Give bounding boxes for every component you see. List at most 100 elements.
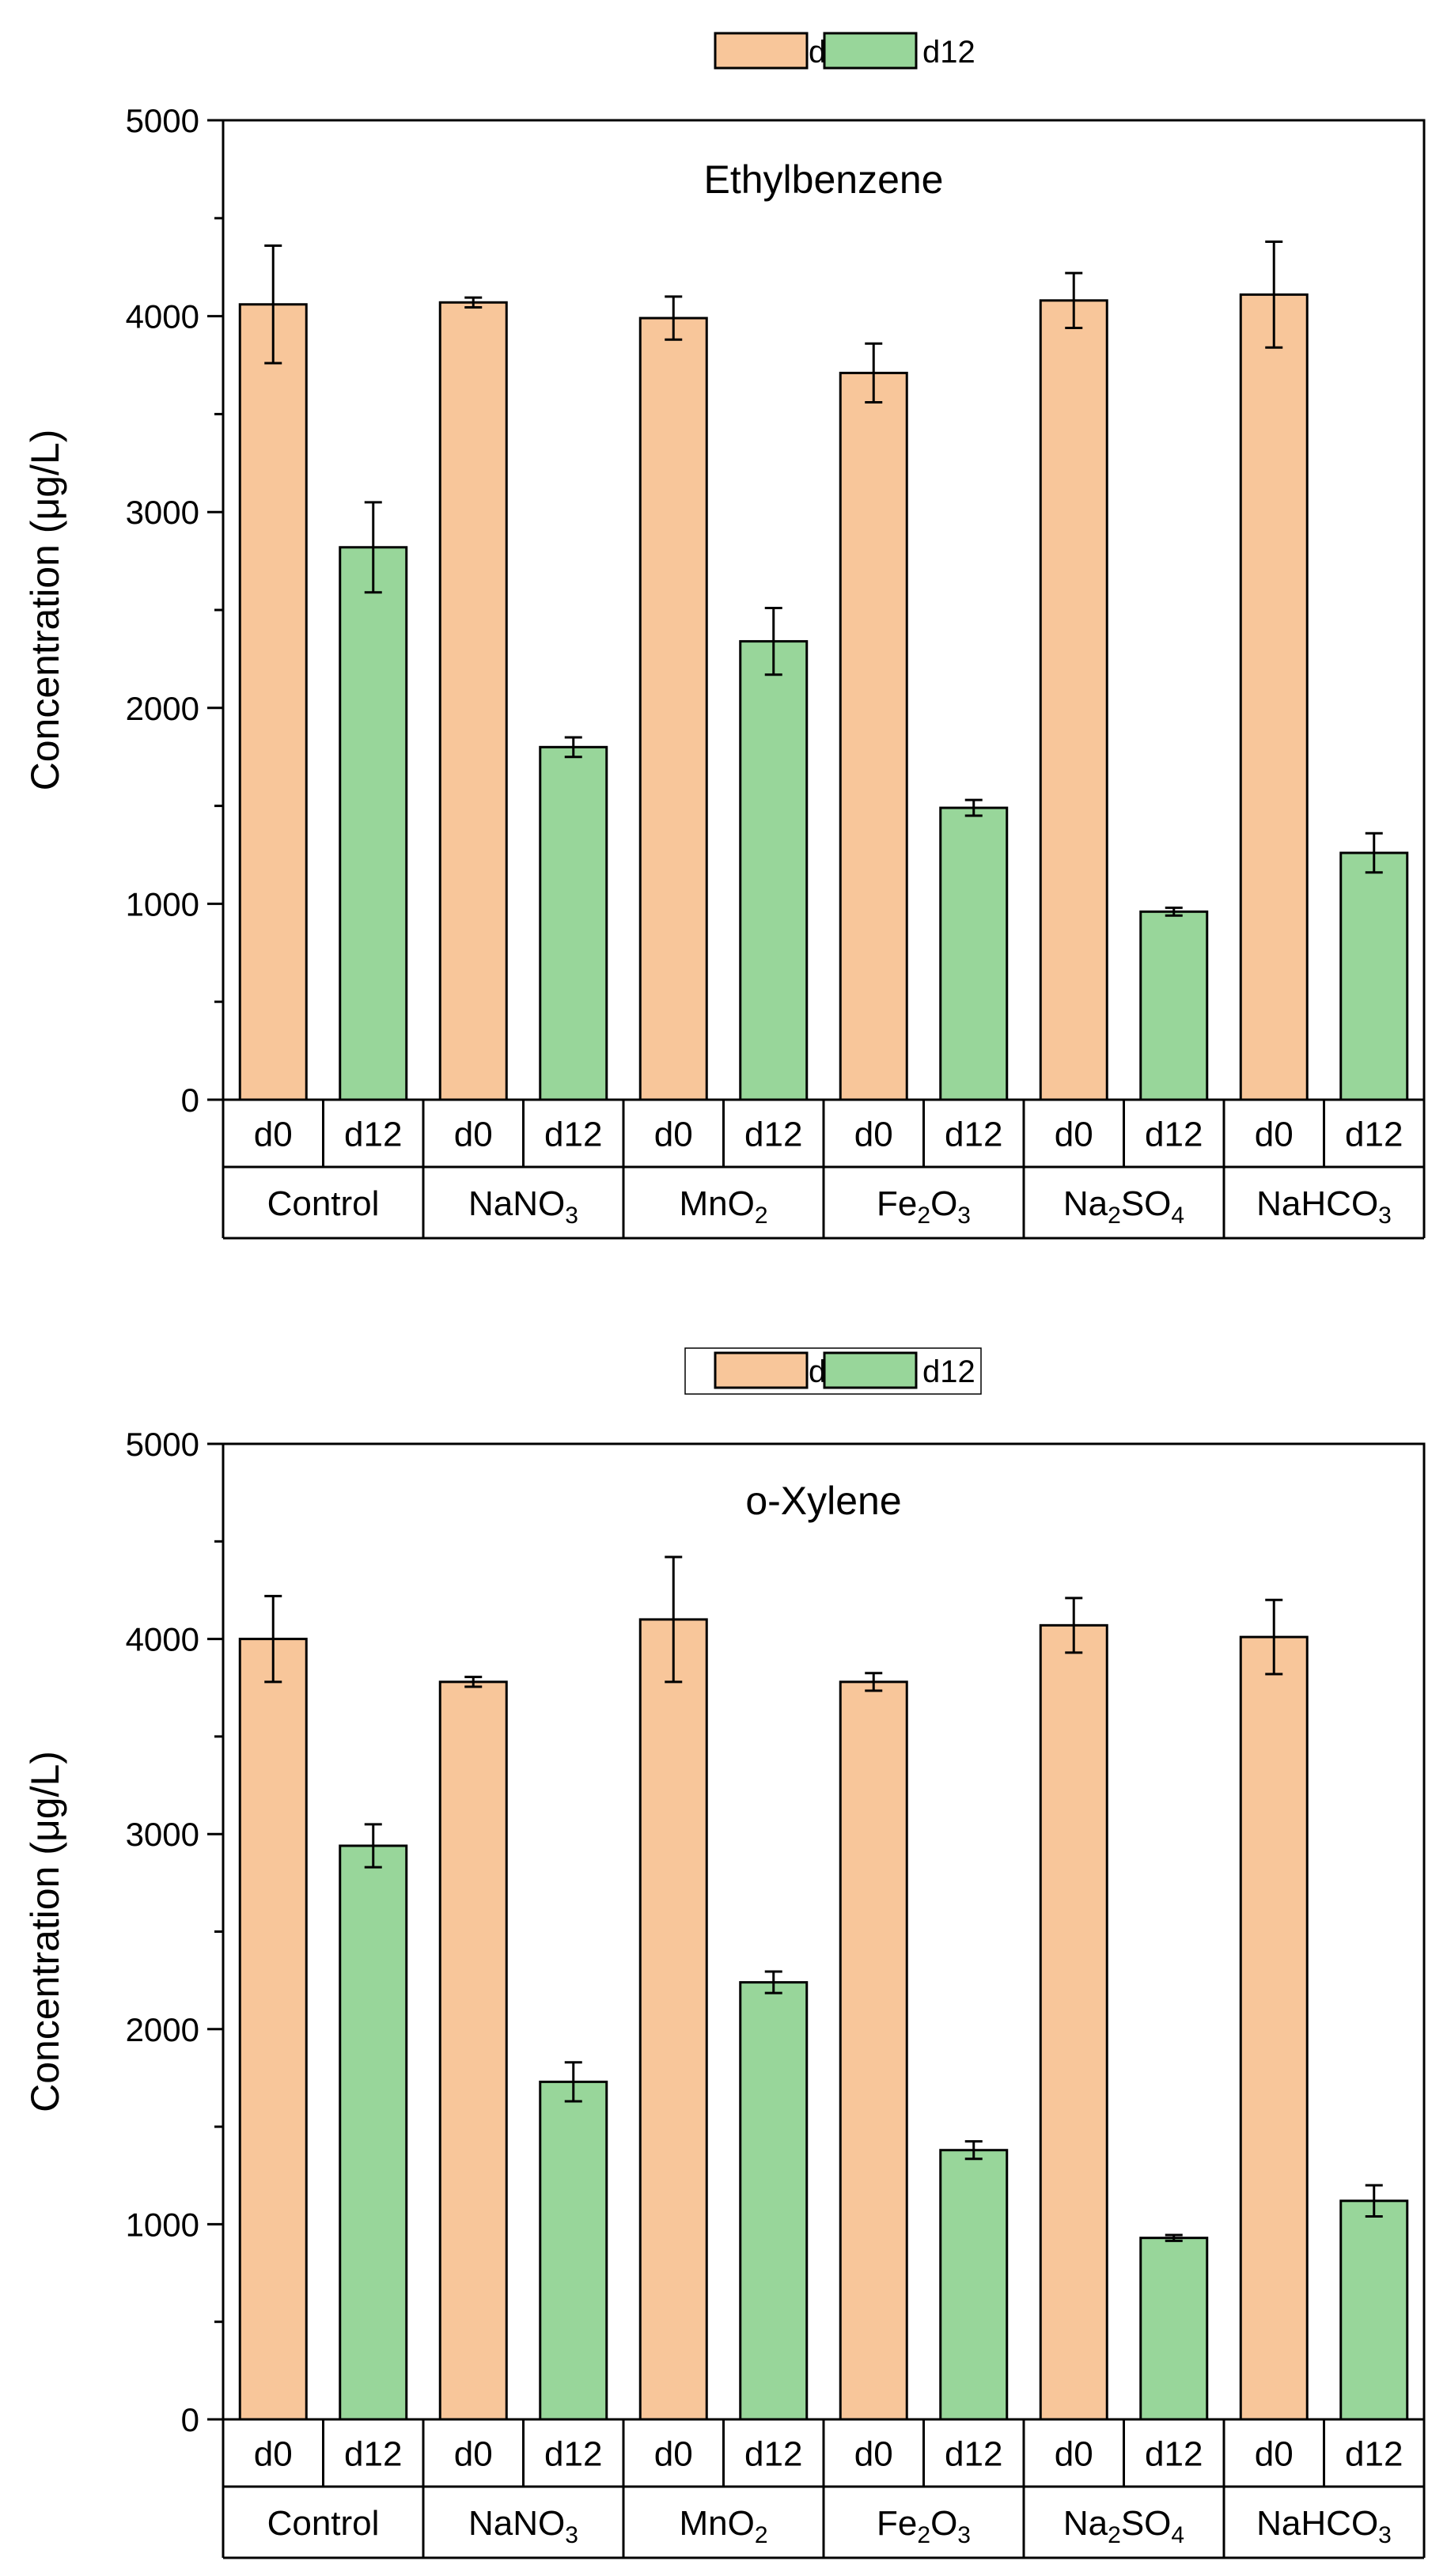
x-tick-label-nahco3-d0: d0 xyxy=(1255,2435,1294,2474)
y-tick-label: 3000 xyxy=(126,494,199,531)
bar-na2so4-d12 xyxy=(1139,910,1209,1101)
x-tick-label-na2so4-d0: d0 xyxy=(1055,1116,1093,1154)
x-tick-label-nano3-d0: d0 xyxy=(454,1116,493,1154)
bar-na2so4-d0 xyxy=(1039,299,1108,1101)
error-bar-mno2-d12 xyxy=(764,1970,782,1995)
x-tick-label-nahco3-d0: d0 xyxy=(1255,1116,1294,1154)
y-axis-label: Concentration (μg/L) xyxy=(23,430,67,791)
x-tick-label-fe2o3-d12: d12 xyxy=(945,1116,1002,1154)
bar-control-d0 xyxy=(238,1638,308,2421)
bar-nano3-d0 xyxy=(438,301,508,1101)
error-bar-nano3-d12 xyxy=(564,736,582,759)
chart-title: Ethylbenzene xyxy=(703,157,943,202)
error-bar-control-d0 xyxy=(264,1594,282,1684)
error-bar-mno2-d12 xyxy=(764,607,782,676)
error-bar-na2so4-d0 xyxy=(1065,271,1083,329)
group-label-fe2o3: Fe2O3 xyxy=(877,1184,971,1229)
error-bar-control-d12 xyxy=(364,501,382,594)
legend-label-d12: d12 xyxy=(922,1354,975,1389)
legend-swatch-d12 xyxy=(823,32,918,70)
x-tick-label-nahco3-d12: d12 xyxy=(1345,2435,1403,2474)
group-label-nahco3: NaHCO3 xyxy=(1256,1184,1392,1229)
bar-nahco3-d12 xyxy=(1339,2199,1409,2421)
x-tick-label-control-d0: d0 xyxy=(254,2435,293,2474)
bar-na2so4-d0 xyxy=(1039,1623,1108,2421)
error-bar-fe2o3-d12 xyxy=(964,798,983,817)
y-axis-ticks: 0 1000 2000 3000 4000 5000 xyxy=(126,1426,223,2438)
y-tick-label: 5000 xyxy=(126,1426,199,1463)
x-tick-label-control-d12: d12 xyxy=(344,2435,402,2474)
error-bar-mno2-d0 xyxy=(665,295,683,341)
category-table: d0 d12 Control d0 d12 NaNO3 d0 d12 MnO2 d0 d12 Fe2O… xyxy=(222,2419,1426,2559)
bar-mno2-d0 xyxy=(638,1618,708,2421)
ethylbenzene-chart: d0d12EthylbenzeneConcentration (μg/L)010… xyxy=(23,32,1426,1240)
category-table: d0 d12 Control d0 d12 NaNO3 d0 d12 MnO2 d0 d12 Fe2O… xyxy=(222,1100,1426,1240)
y-axis-label: Concentration (μg/L) xyxy=(23,1751,67,2112)
bar-mno2-d12 xyxy=(739,640,809,1101)
bar-nano3-d12 xyxy=(539,2080,608,2421)
bar-fe2o3-d0 xyxy=(839,1680,908,2421)
bar-nano3-d0 xyxy=(438,1680,508,2421)
group-label-na2so4: Na2SO4 xyxy=(1063,2504,1184,2548)
group-label-mno2: MnO2 xyxy=(679,2504,767,2548)
x-tick-label-mno2-d12: d12 xyxy=(744,2435,802,2474)
error-bar-nahco3-d0 xyxy=(1265,241,1283,349)
group-label-control: Control xyxy=(267,2504,380,2543)
error-bar-na2so4-d0 xyxy=(1065,1597,1083,1654)
x-tick-label-nano3-d0: d0 xyxy=(454,2435,493,2474)
bar-mno2-d12 xyxy=(739,1981,809,2421)
error-bar-nahco3-d12 xyxy=(1365,2184,1383,2218)
x-tick-label-na2so4-d0: d0 xyxy=(1055,2435,1093,2474)
bar-fe2o3-d12 xyxy=(939,2149,1009,2421)
x-tick-label-na2so4-d12: d12 xyxy=(1145,2435,1203,2474)
group-label-na2so4: Na2SO4 xyxy=(1063,1184,1184,1229)
error-bar-na2so4-d12 xyxy=(1165,2233,1183,2242)
group-label-control: Control xyxy=(267,1184,380,1223)
bar-nano3-d12 xyxy=(539,745,608,1101)
group-label-nano3: NaNO3 xyxy=(468,2504,578,2548)
y-axis-ticks: 0 1000 2000 3000 4000 5000 xyxy=(126,102,223,1119)
y-tick-label: 0 xyxy=(181,2401,199,2438)
y-tick-label: 0 xyxy=(181,1082,199,1119)
x-tick-label-nano3-d12: d12 xyxy=(544,1116,602,1154)
error-bar-nahco3-d12 xyxy=(1365,832,1383,874)
x-tick-label-mno2-d12: d12 xyxy=(744,1116,802,1154)
x-tick-label-mno2-d0: d0 xyxy=(654,2435,693,2474)
error-bar-control-d12 xyxy=(364,1823,382,1869)
y-tick-label: 2000 xyxy=(126,2011,199,2048)
x-tick-label-nahco3-d12: d12 xyxy=(1345,1116,1403,1154)
error-bar-nano3-d0 xyxy=(464,1676,483,1688)
legend-frame xyxy=(684,1347,982,1395)
bar-nahco3-d0 xyxy=(1239,293,1309,1101)
error-bar-na2so4-d12 xyxy=(1165,906,1183,917)
bar-control-d12 xyxy=(339,546,408,1101)
legend-label-d12: d12 xyxy=(922,35,975,70)
bar-mno2-d0 xyxy=(638,316,708,1101)
x-tick-label-mno2-d0: d0 xyxy=(654,1116,693,1154)
error-bar-nahco3-d0 xyxy=(1265,1598,1283,1676)
y-tick-label: 2000 xyxy=(126,690,199,727)
y-tick-label: 1000 xyxy=(126,2206,199,2243)
bar-control-d12 xyxy=(339,1844,408,2421)
error-bar-nano3-d12 xyxy=(564,2061,582,2103)
bar-nahco3-d12 xyxy=(1339,851,1409,1101)
bar-control-d0 xyxy=(238,303,308,1101)
x-tick-label-fe2o3-d0: d0 xyxy=(854,2435,893,2474)
bar-fe2o3-d0 xyxy=(839,371,908,1101)
x-tick-label-fe2o3-d0: d0 xyxy=(854,1116,893,1154)
error-bar-fe2o3-d0 xyxy=(865,1672,883,1692)
x-tick-label-control-d0: d0 xyxy=(254,1116,293,1154)
y-tick-label: 1000 xyxy=(126,885,199,922)
error-bar-mno2-d0 xyxy=(665,1555,683,1684)
x-tick-label-na2so4-d12: d12 xyxy=(1145,1116,1203,1154)
bars xyxy=(238,1618,1409,2421)
bar-na2so4-d12 xyxy=(1139,2237,1209,2421)
error-bar-nano3-d0 xyxy=(464,296,483,309)
bar-fe2o3-d12 xyxy=(939,806,1009,1101)
y-tick-label: 4000 xyxy=(126,298,199,335)
error-bars xyxy=(264,241,1383,917)
chart-title: o-Xylene xyxy=(745,1479,901,1523)
